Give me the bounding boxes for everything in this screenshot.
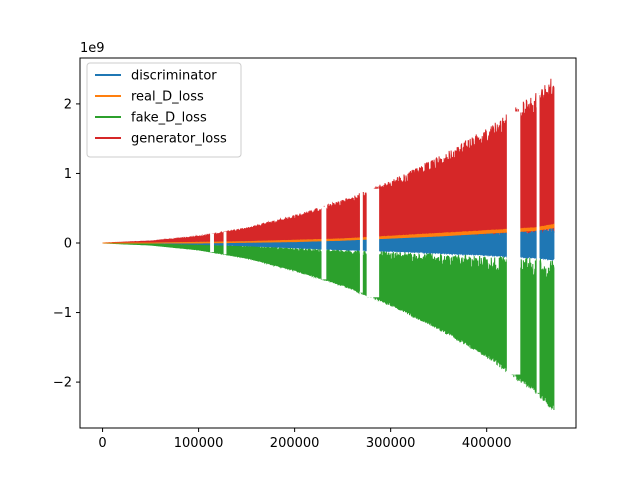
y-tick-label: −1 [53, 306, 72, 321]
data-gap-5 [506, 111, 521, 375]
data-gap-3 [359, 193, 363, 293]
data-gaps [210, 93, 540, 393]
plot-area [102, 78, 555, 411]
y-tick-label: −2 [53, 376, 72, 391]
legend-box [86, 62, 242, 158]
series-line-discriminator [102, 226, 555, 262]
data-gap-4 [366, 188, 380, 298]
y-offset-label: 1e9 [80, 41, 105, 56]
data-gap-6 [536, 93, 540, 393]
legend-label-generator-loss: generator_loss [131, 132, 227, 147]
legend-label-discriminator: discriminator [131, 69, 217, 84]
x-axis: 0 100000 200000 300000 400000 [98, 428, 512, 451]
x-tick-label: 400000 [462, 436, 512, 451]
x-tick-label: 200000 [270, 436, 320, 451]
y-tick-label: 1 [64, 167, 72, 182]
data-gap-1 [223, 231, 227, 255]
x-tick-label: 100000 [174, 436, 224, 451]
y-tick-label: 2 [64, 97, 72, 112]
data-gap-0 [210, 233, 214, 253]
y-tick-label: 0 [64, 237, 72, 252]
series-line-fake-D-loss [102, 242, 555, 411]
series-line-real-D-loss [102, 223, 555, 244]
y-axis: 2 1 0 −1 −2 [53, 97, 80, 391]
x-tick-label: 300000 [366, 436, 416, 451]
legend: discriminator real_D_loss fake_D_lossgener… [86, 62, 242, 158]
data-gap-2 [321, 206, 327, 280]
legend-label-fake-D-loss: fake_D_loss [131, 111, 207, 126]
legend-label-real-D-loss: real_D_loss [131, 90, 204, 105]
x-tick-label: 0 [98, 436, 106, 451]
